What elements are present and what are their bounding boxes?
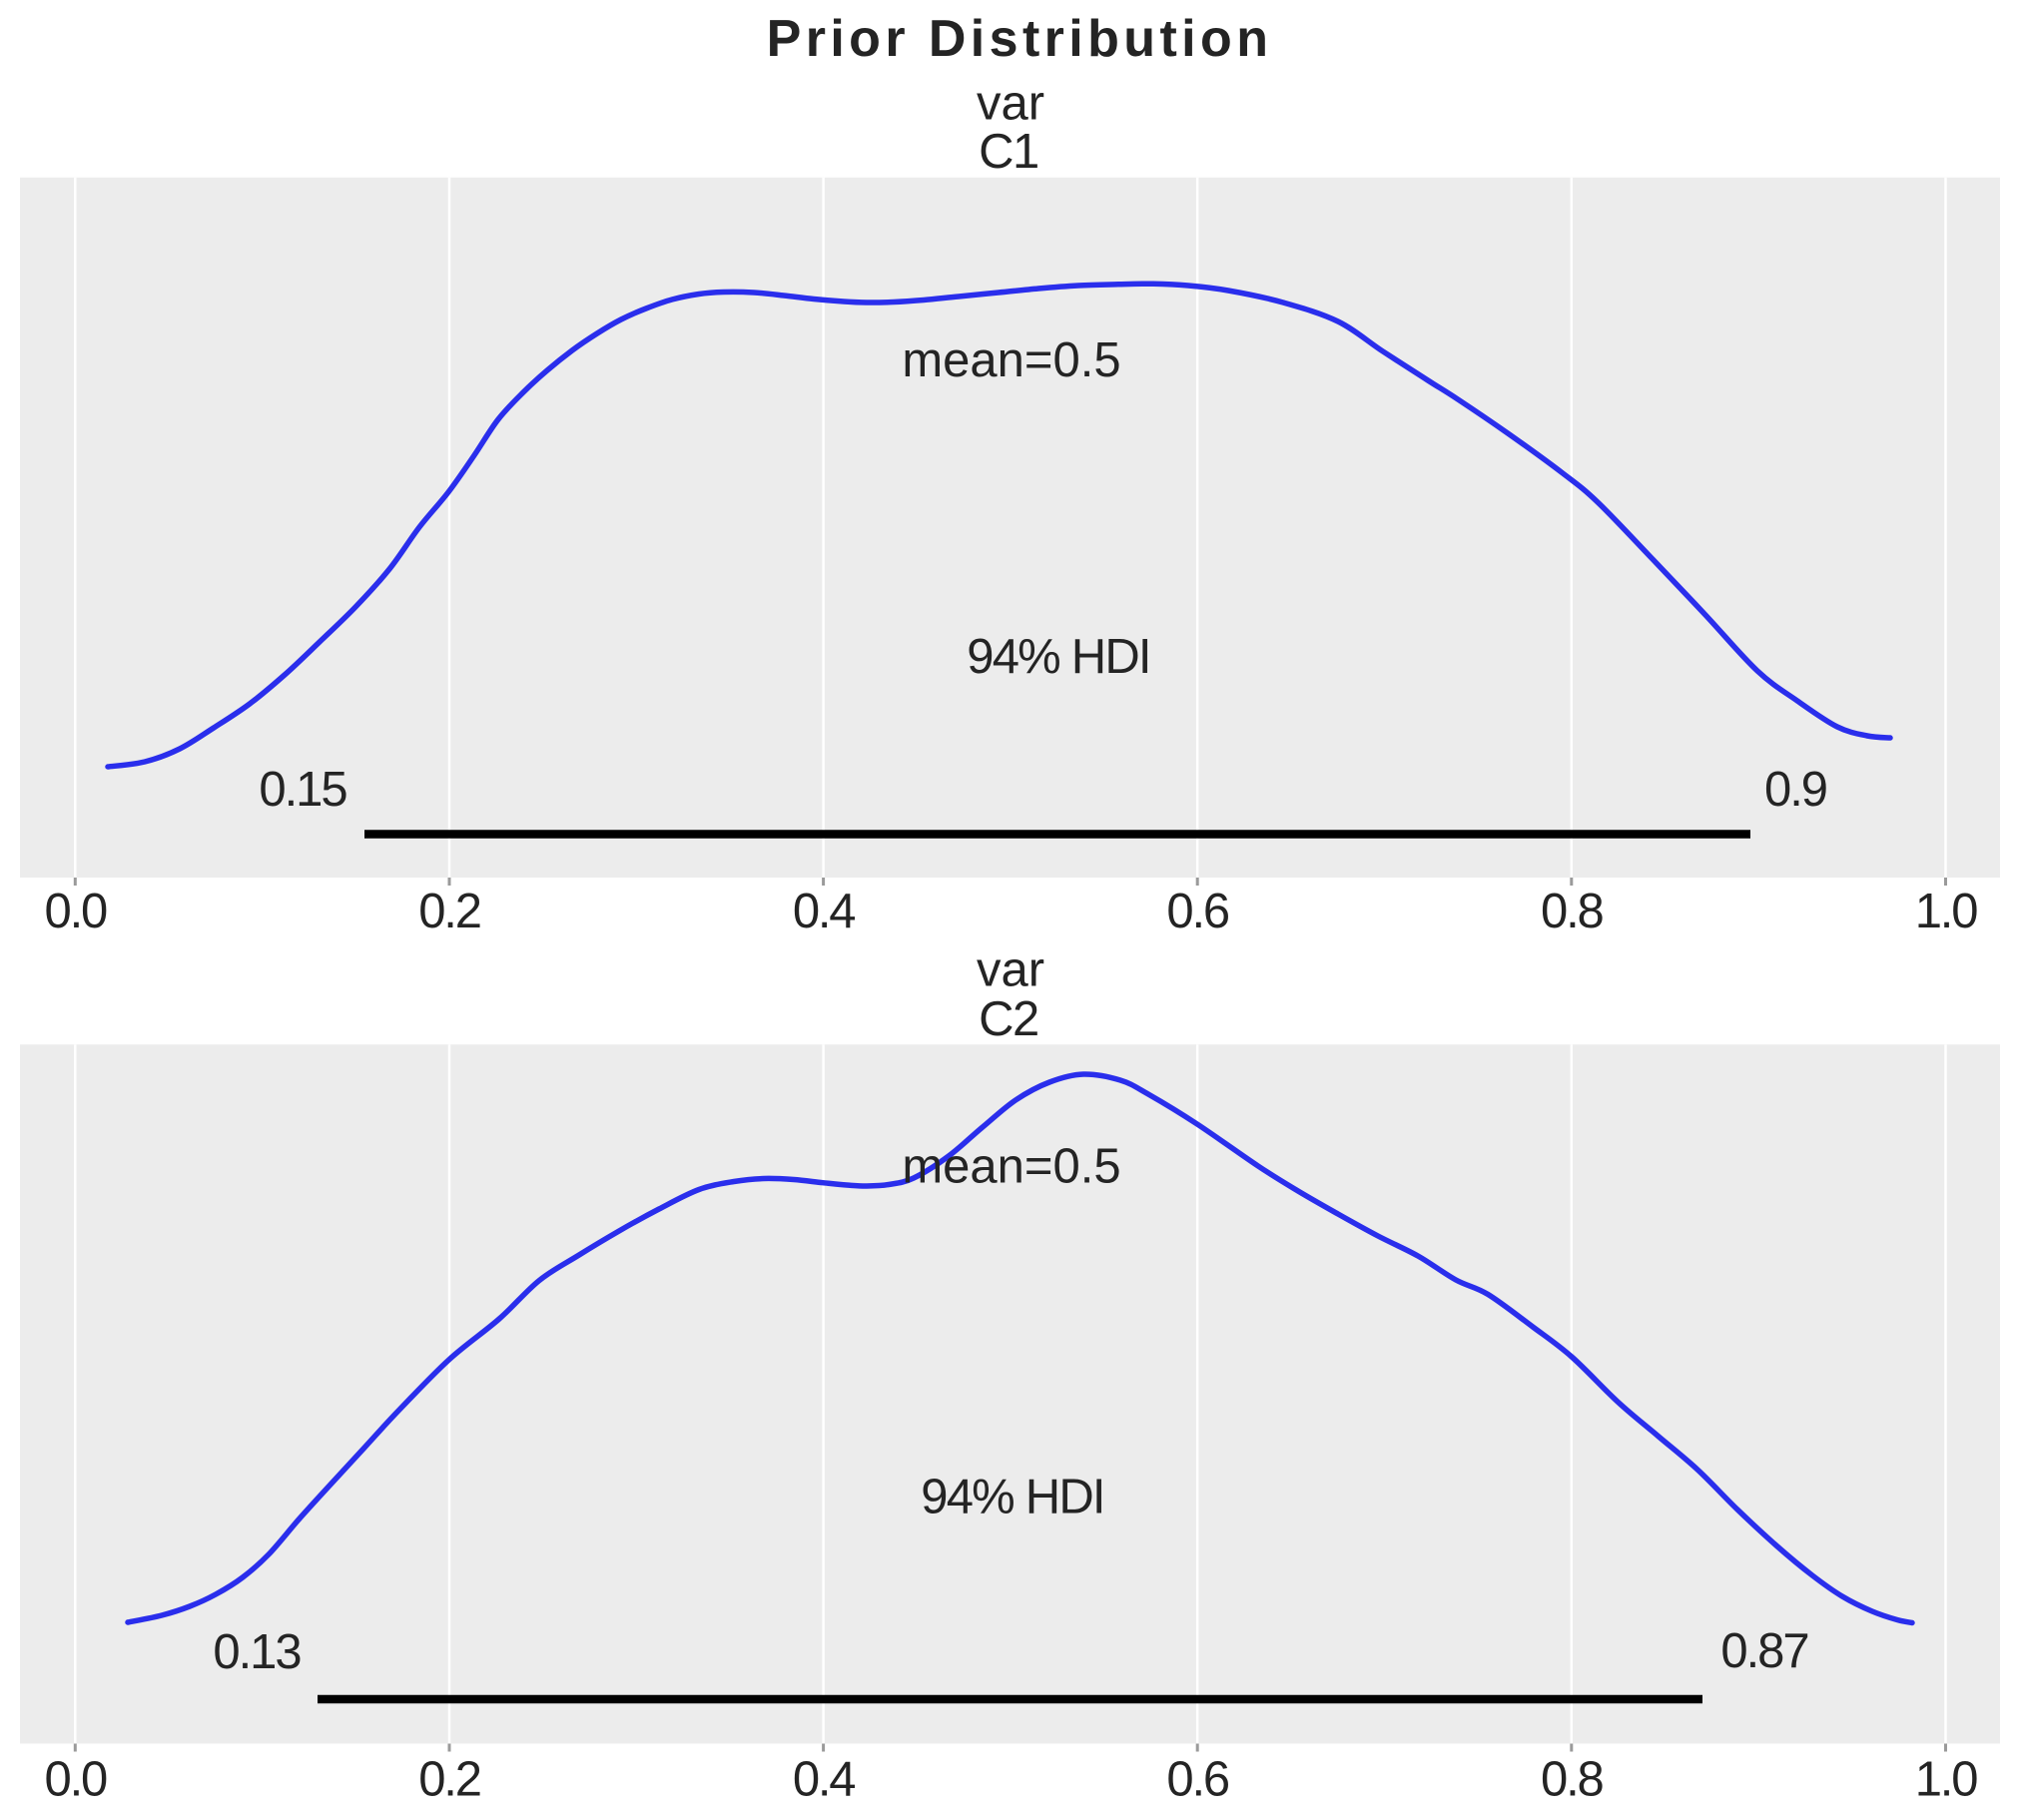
svg-text:0.6: 0.6 xyxy=(1166,885,1228,938)
svg-text:1.0: 1.0 xyxy=(1915,885,1977,938)
svg-text:0.87: 0.87 xyxy=(1720,1624,1807,1678)
svg-text:0.0: 0.0 xyxy=(45,1753,107,1807)
svg-text:0.4: 0.4 xyxy=(793,885,855,938)
svg-text:1.0: 1.0 xyxy=(1915,1753,1977,1807)
svg-text:0.2: 0.2 xyxy=(418,1753,480,1807)
svg-text:C1: C1 xyxy=(979,125,1038,179)
svg-text:0.2: 0.2 xyxy=(418,885,480,938)
svg-text:var: var xyxy=(977,943,1044,997)
svg-text:94% HDI: 94% HDI xyxy=(967,630,1149,684)
svg-text:C2: C2 xyxy=(979,992,1038,1046)
svg-text:0.15: 0.15 xyxy=(259,763,346,817)
svg-text:var: var xyxy=(977,76,1044,130)
svg-text:0.6: 0.6 xyxy=(1166,1753,1228,1807)
svg-text:mean=0.5: mean=0.5 xyxy=(902,1140,1120,1194)
svg-text:0.0: 0.0 xyxy=(45,885,107,938)
svg-text:mean=0.5: mean=0.5 xyxy=(902,333,1120,387)
svg-text:0.8: 0.8 xyxy=(1541,1753,1603,1807)
svg-text:0.8: 0.8 xyxy=(1541,885,1603,938)
svg-text:0.4: 0.4 xyxy=(793,1753,855,1807)
svg-text:0.13: 0.13 xyxy=(213,1625,301,1679)
svg-text:0.9: 0.9 xyxy=(1764,763,1826,817)
svg-text:94% HDI: 94% HDI xyxy=(921,1471,1103,1524)
svg-text:Prior Distribution: Prior Distribution xyxy=(767,10,1273,68)
